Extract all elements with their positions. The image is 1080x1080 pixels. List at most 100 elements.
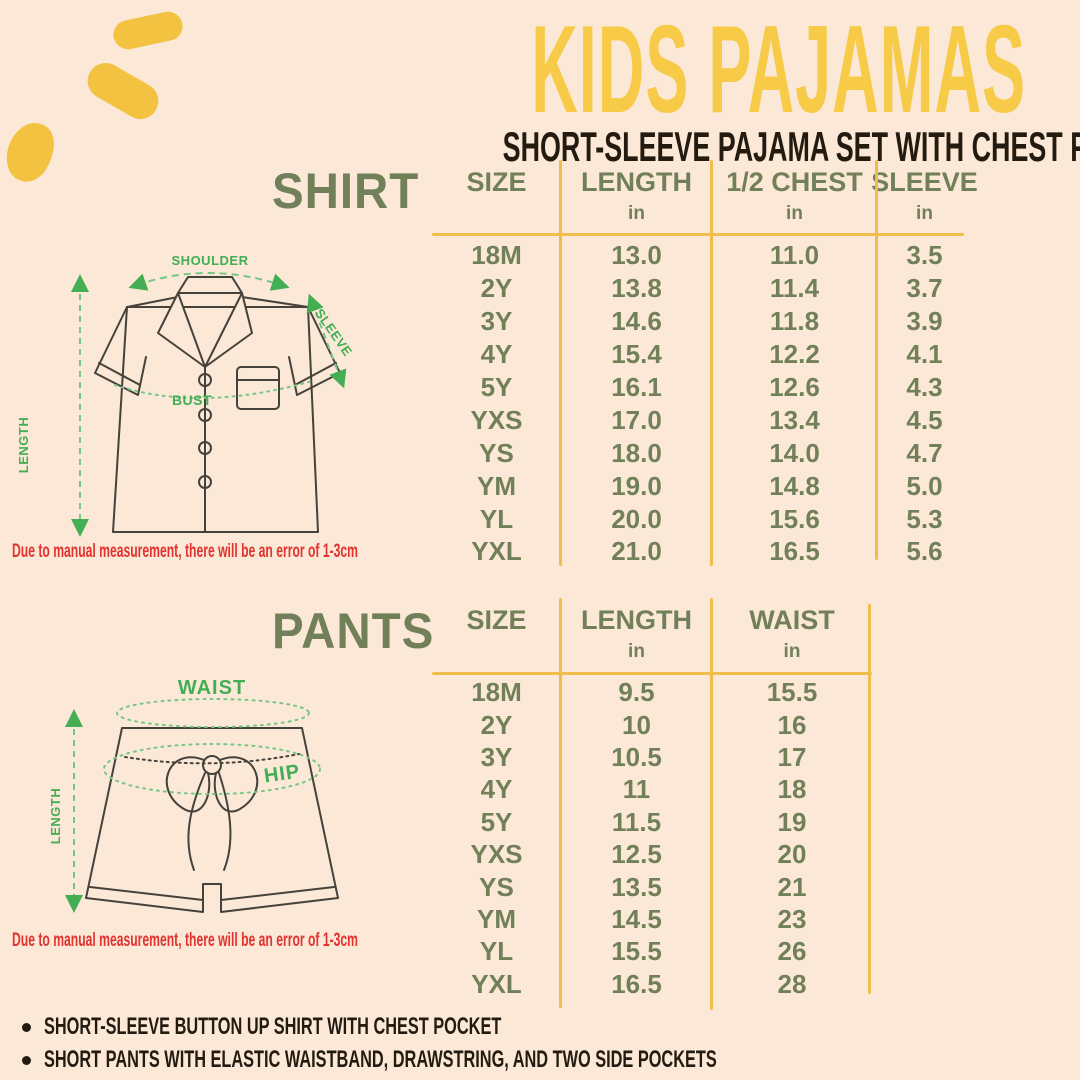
- column-header-sleeve: SLEEVE in: [871, 167, 978, 224]
- table-cell: 10.5: [611, 741, 662, 772]
- decorative-blob: [0, 116, 61, 188]
- table-cell: 2Y: [480, 273, 513, 304]
- table-divider: [432, 233, 964, 236]
- table-row: 5Y 16.1 12.6 4.3: [432, 371, 972, 404]
- table-cell: 5Y: [480, 806, 513, 837]
- unit-label: in: [628, 202, 645, 224]
- table-cell: 11.8: [769, 306, 820, 337]
- page-title: KIDS PAJAMAS: [531, 1, 1027, 139]
- table-cell: 18M: [471, 677, 522, 708]
- unit-label: in: [786, 202, 803, 224]
- table-cell: 19.0: [611, 470, 662, 501]
- table-cell: 12.6: [769, 372, 820, 402]
- column-header-size: SIZE: [466, 605, 527, 635]
- table-cell: YM: [477, 470, 516, 501]
- bullet-icon: [22, 1056, 31, 1066]
- table-cell: 13.0: [611, 240, 662, 271]
- table-row: YXL 16.5 28: [432, 968, 872, 1000]
- pants-table-header: SIZE LENGTH in WAIST in: [432, 598, 872, 672]
- table-cell: 21.0: [611, 536, 662, 567]
- shorts-drawing: [85, 727, 339, 913]
- decorative-blob: [81, 56, 165, 126]
- table-row: YXS 12.5 20: [432, 838, 872, 870]
- table-cell: 16: [777, 709, 807, 740]
- table-row: YL 15.5 26: [432, 935, 872, 967]
- table-cell: 9.5: [618, 677, 655, 708]
- table-cell: 13.5: [611, 871, 662, 902]
- table-divider: [559, 160, 562, 566]
- table-cell: 14.6: [611, 306, 662, 337]
- page-subtitle: SHORT-SLEEVE PAJAMA SET WITH CHEST POCKE…: [502, 123, 1080, 170]
- table-cell: 28: [777, 968, 807, 999]
- table-cell: 15.5: [611, 936, 662, 967]
- table-cell: 5.3: [906, 503, 943, 534]
- table-cell: 18M: [471, 240, 522, 271]
- table-cell: 18: [777, 774, 807, 805]
- list-item: SHORT-SLEEVE BUTTON UP SHIRT WITH CHEST …: [22, 1013, 1033, 1040]
- column-header-length: LENGTH in: [581, 605, 692, 662]
- table-cell: 4Y: [480, 774, 513, 805]
- shirt-section-heading: SHIRT: [272, 163, 420, 219]
- table-divider: [710, 160, 713, 566]
- table-cell: 11: [622, 774, 651, 805]
- table-cell: 3Y: [480, 741, 513, 772]
- unit-label: in: [916, 202, 933, 224]
- table-row: YXS 17.0 13.4 4.5: [432, 403, 972, 436]
- column-header-size: SIZE: [466, 167, 527, 197]
- table-cell: YL: [479, 503, 514, 534]
- table-row: 3Y 14.6 11.8 3.9: [432, 305, 972, 338]
- table-cell: 15.5: [766, 677, 818, 708]
- table-cell: 3.7: [906, 273, 943, 304]
- table-cell: 11.5: [611, 806, 662, 837]
- table-cell: 15.4: [611, 339, 662, 370]
- length-label: LENGTH: [16, 417, 31, 473]
- shirt-disclaimer: Due to manual measurement, there will be…: [12, 541, 358, 562]
- table-cell: 19: [777, 806, 807, 837]
- sleeve-label: SLEEVE: [312, 306, 355, 359]
- table-row: 2Y 10 16: [432, 708, 872, 740]
- table-cell: YXL: [471, 536, 522, 567]
- pants-section-heading: PANTS: [272, 603, 435, 659]
- waist-label: WAIST: [178, 677, 246, 699]
- table-row: 4Y 15.4 12.2 4.1: [432, 338, 972, 371]
- table-cell: 4.5: [906, 404, 943, 435]
- bust-label: BUST: [172, 392, 212, 408]
- table-cell: 17.0: [611, 404, 662, 435]
- decorative-blob: [110, 9, 186, 52]
- pants-measurement-diagram: WAIST HIP LENGTH: [48, 677, 339, 913]
- table-cell: YL: [479, 936, 514, 967]
- bullet-icon: [22, 1022, 31, 1032]
- feature-list: SHORT-SLEEVE BUTTON UP SHIRT WITH CHEST …: [22, 1013, 1033, 1074]
- table-divider: [710, 598, 713, 1010]
- table-cell: 16.5: [611, 968, 662, 999]
- list-item: SHORT PANTS WITH ELASTIC WAISTBAND, DRAW…: [22, 1046, 1033, 1073]
- table-cell: 20.0: [611, 503, 662, 534]
- table-cell: 3.5: [906, 240, 943, 271]
- table-cell: 2Y: [480, 709, 513, 740]
- table-row: YXL 21.0 16.5 5.6: [432, 535, 972, 568]
- table-cell: 4.7: [906, 437, 943, 468]
- table-cell: 3Y: [480, 306, 513, 337]
- table-divider: [559, 598, 562, 1008]
- unit-label: in: [628, 640, 645, 662]
- table-cell: 13.4: [769, 404, 820, 435]
- table-cell: YXL: [471, 968, 522, 999]
- table-cell: 18.0: [611, 437, 662, 468]
- pants-disclaimer: Due to manual measurement, there will be…: [12, 930, 358, 951]
- table-divider: [875, 160, 878, 560]
- table-cell: YS: [479, 437, 514, 468]
- table-cell: 23: [777, 903, 807, 934]
- table-row: 18M 13.0 11.0 3.5: [432, 239, 972, 272]
- table-cell: 14.0: [769, 437, 820, 468]
- table-cell: 12.5: [611, 839, 662, 870]
- shirt-size-table: SIZE LENGTH in 1/2 CHEST in SLEEVE in 18…: [432, 160, 978, 568]
- table-cell: 4.3: [906, 372, 943, 402]
- table-cell: 26: [777, 936, 807, 967]
- table-cell: 5.0: [906, 470, 943, 501]
- table-cell: YM: [477, 903, 516, 934]
- table-cell: 10: [622, 709, 651, 740]
- table-cell: 14.8: [769, 470, 820, 501]
- table-cell: 11.4: [769, 273, 820, 304]
- shoulder-label: SHOULDER: [172, 253, 249, 268]
